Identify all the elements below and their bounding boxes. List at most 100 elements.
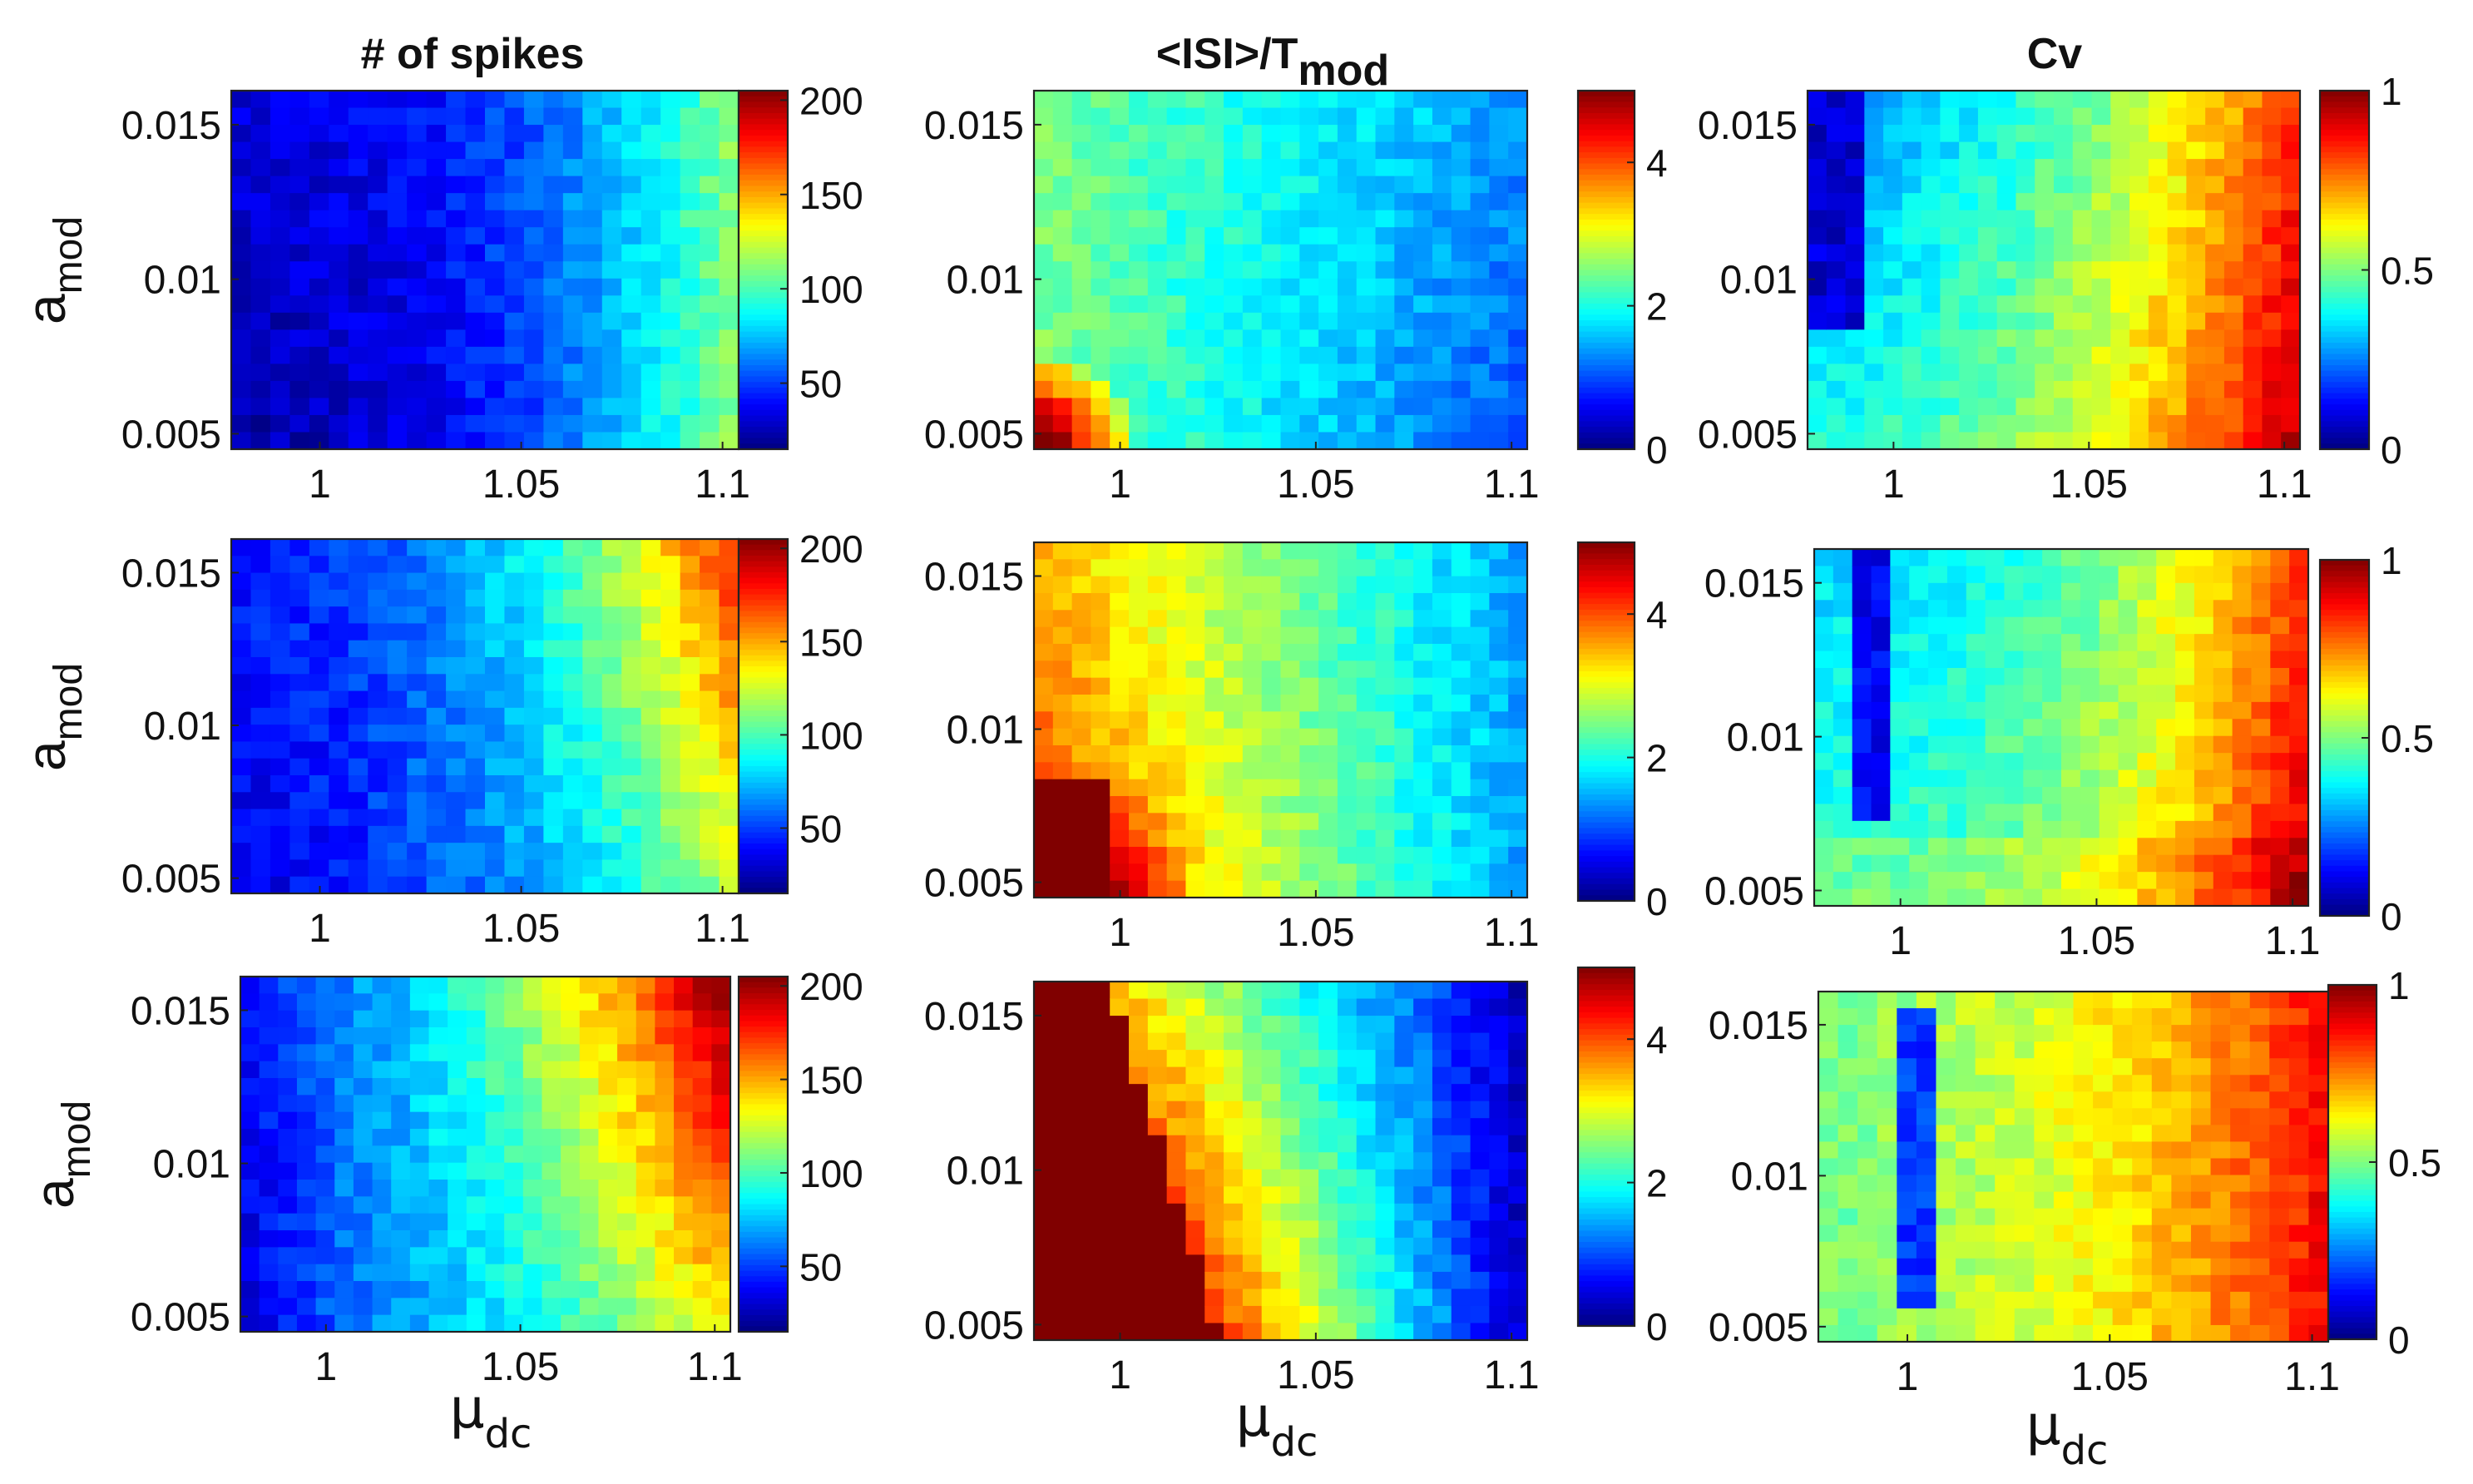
heatmap-cell xyxy=(1224,1289,1244,1307)
heatmap-cell xyxy=(1129,1101,1149,1119)
heatmap-cell xyxy=(409,1044,430,1062)
heatmap-cell xyxy=(1147,141,1168,160)
heatmap-cell xyxy=(2023,650,2043,669)
heatmap-cell xyxy=(1129,295,1149,314)
heatmap-cell xyxy=(2232,634,2253,652)
heatmap-cell xyxy=(1394,1203,1414,1221)
heatmap-cell xyxy=(334,1298,354,1316)
heatmap-cell xyxy=(329,623,349,641)
heatmap-cell xyxy=(231,432,252,450)
heatmap-cell xyxy=(1091,141,1110,160)
heatmap-cell xyxy=(2289,650,2309,669)
heatmap-cell xyxy=(240,1095,260,1113)
heatmap-cell xyxy=(1890,582,1910,601)
heatmap-cell xyxy=(2042,616,2062,635)
heatmap-cell xyxy=(446,556,467,574)
heatmap-cell xyxy=(2137,549,2157,567)
heatmap-cell xyxy=(1864,346,1884,364)
heatmap-cell xyxy=(2289,872,2309,890)
heatmap-cell xyxy=(1034,644,1054,661)
heatmap-cell xyxy=(1394,610,1414,628)
heatmap-cell xyxy=(1261,728,1282,746)
heatmap-cell xyxy=(1318,610,1338,628)
heatmap-cell xyxy=(1394,346,1414,364)
heatmap-cell xyxy=(348,589,368,607)
heatmap-cell xyxy=(1356,1289,1377,1307)
heatmap-cell xyxy=(1299,176,1319,194)
heatmap-cell xyxy=(1337,1101,1358,1119)
heatmap-cell xyxy=(1451,329,1471,348)
heatmap-cell xyxy=(1508,1220,1528,1239)
heatmap-cell xyxy=(621,278,642,296)
heatmap-cell xyxy=(1071,660,1092,679)
heatmap-cell xyxy=(240,1061,260,1079)
heatmap-cell xyxy=(2137,650,2157,669)
heatmap-cell xyxy=(407,589,428,607)
heatmap-cell xyxy=(562,859,583,878)
heatmap-cell xyxy=(1110,728,1130,746)
heatmap-cell xyxy=(641,741,661,759)
heatmap-cell xyxy=(1147,176,1168,194)
heatmap-cell xyxy=(1470,847,1490,864)
heatmap-cell xyxy=(1034,141,1054,160)
heatmap-cell xyxy=(711,1230,731,1248)
heatmap-cell xyxy=(2270,787,2290,805)
heatmap-cell xyxy=(1318,244,1338,262)
heatmap-cell xyxy=(711,1111,731,1130)
heatmap-cell xyxy=(1280,559,1300,577)
colorbar-step xyxy=(739,1143,788,1150)
colorbar-step xyxy=(2320,382,2369,388)
heatmap-cell xyxy=(1394,626,1414,645)
heatmap-cell xyxy=(542,1264,561,1282)
heatmap-cell xyxy=(387,346,408,364)
colorbar-step xyxy=(739,1043,788,1050)
y-tick-label: 0.015 xyxy=(131,989,230,1033)
heatmap-cell xyxy=(1052,107,1073,126)
colorbar-step xyxy=(2320,191,2369,198)
heatmap-cell xyxy=(231,657,252,675)
heatmap-cell xyxy=(1052,829,1073,848)
heatmap-cell xyxy=(2129,380,2149,399)
heatmap-cell xyxy=(2289,888,2309,907)
heatmap-cell xyxy=(407,539,428,556)
heatmap-cell xyxy=(1883,210,1903,228)
heatmap-cell xyxy=(711,1044,731,1062)
heatmap-cell xyxy=(1318,1066,1338,1085)
heatmap-cell xyxy=(270,244,290,262)
heatmap-cell xyxy=(1852,787,1872,805)
heatmap-cell xyxy=(1470,1101,1490,1119)
heatmap-cell xyxy=(1034,244,1054,262)
heatmap-cell xyxy=(1356,364,1377,382)
colorbar-step xyxy=(2320,815,2369,823)
heatmap-cell xyxy=(1508,847,1528,864)
heatmap-cell xyxy=(2223,346,2244,364)
heatmap-cell xyxy=(2054,312,2074,330)
heatmap-cell xyxy=(700,295,720,314)
heatmap-cell xyxy=(2223,278,2244,296)
heatmap-cell xyxy=(1034,677,1054,695)
colorbar-step xyxy=(2320,438,2369,445)
heatmap-cell xyxy=(2137,685,2157,703)
heatmap-cell xyxy=(353,977,373,994)
heatmap-cell xyxy=(368,640,388,658)
heatmap-cell xyxy=(1394,364,1414,382)
heatmap-cell xyxy=(353,1010,373,1028)
heatmap-cell xyxy=(1337,677,1358,695)
heatmap-cell xyxy=(719,758,739,776)
heatmap-cell xyxy=(700,725,720,743)
heatmap-cell xyxy=(1166,1254,1187,1273)
heatmap-cell xyxy=(1129,312,1149,330)
heatmap-cell xyxy=(1091,863,1110,882)
colorbar-step xyxy=(1578,141,1635,148)
heatmap-cell xyxy=(2072,312,2093,330)
heatmap-cell xyxy=(711,1180,731,1197)
heatmap-cell xyxy=(2023,616,2043,635)
colorbar-step xyxy=(1578,96,1635,103)
heatmap-cell xyxy=(368,876,388,894)
heatmap-cell xyxy=(407,125,428,143)
heatmap-cell xyxy=(485,556,506,574)
heatmap-cell xyxy=(1356,91,1377,109)
heatmap-cell xyxy=(2023,668,2043,686)
heatmap-cell xyxy=(542,1010,561,1028)
colorbar-step xyxy=(2320,275,2369,282)
